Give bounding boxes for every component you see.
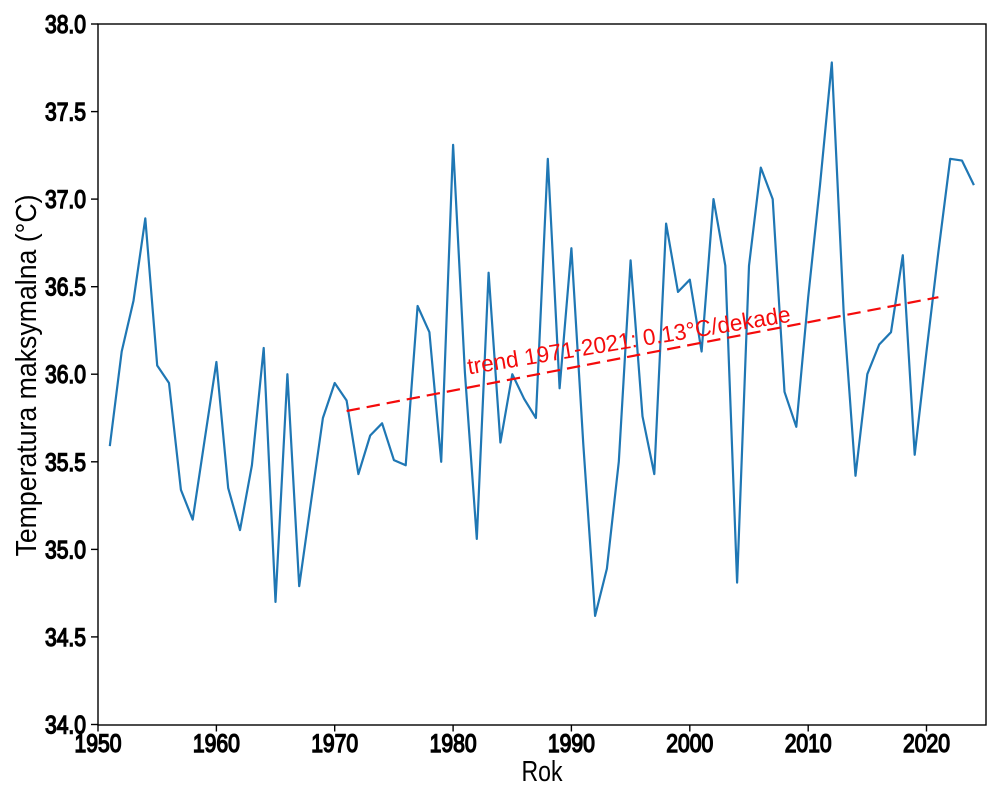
- svg-text:34.0: 34.0: [45, 712, 86, 740]
- svg-text:34.5: 34.5: [45, 624, 86, 652]
- svg-text:1960: 1960: [193, 730, 240, 758]
- svg-text:1950: 1950: [75, 730, 122, 758]
- svg-text:36.0: 36.0: [45, 361, 86, 389]
- svg-text:2000: 2000: [666, 730, 713, 758]
- svg-text:36.5: 36.5: [45, 274, 86, 302]
- svg-text:Rok: Rok: [522, 756, 563, 788]
- svg-text:35.5: 35.5: [45, 449, 86, 477]
- svg-text:Temperatura maksymalna (°C): Temperatura maksymalna (°C): [11, 195, 43, 557]
- svg-text:1970: 1970: [311, 730, 358, 758]
- svg-text:35.0: 35.0: [45, 536, 86, 564]
- svg-text:2020: 2020: [903, 730, 950, 758]
- svg-text:1980: 1980: [430, 730, 477, 758]
- svg-text:1990: 1990: [548, 730, 595, 758]
- svg-text:37.5: 37.5: [45, 99, 86, 127]
- svg-text:2010: 2010: [785, 730, 832, 758]
- svg-text:38.0: 38.0: [45, 11, 86, 39]
- svg-text:37.0: 37.0: [45, 186, 86, 214]
